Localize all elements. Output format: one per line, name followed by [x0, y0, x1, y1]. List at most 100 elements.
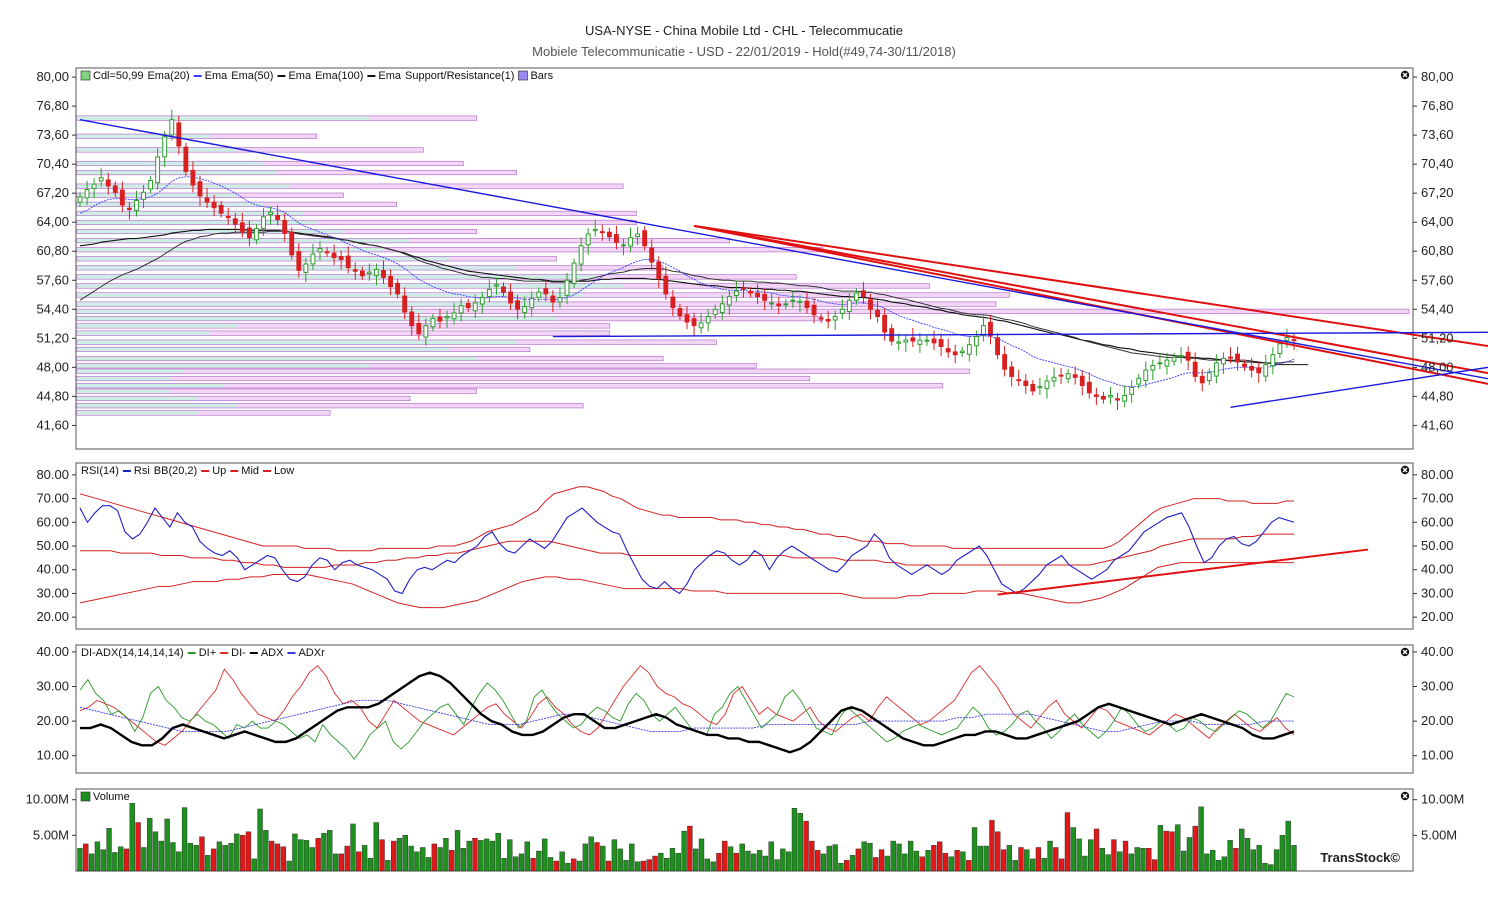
volume-profile-bar-sell: [76, 375, 810, 382]
rsi-tick-label-right: 80.00: [1421, 467, 1454, 482]
volume-bar: [176, 851, 182, 872]
volume-bar: [1210, 850, 1216, 872]
rsi-tick-label-right: 70.00: [1421, 491, 1454, 506]
volume-bar: [1198, 806, 1204, 872]
di-adx-legend-item: DI+: [199, 647, 216, 659]
rsi-line: [79, 505, 1295, 595]
candle-body: [366, 271, 372, 275]
candle-body: [416, 322, 422, 335]
volume-bar: [280, 846, 286, 872]
price-tick-label-right: 48,00: [1421, 359, 1454, 374]
volume-bar: [495, 833, 501, 872]
volume-bar: [977, 845, 983, 872]
price-legend-item: Ema: [205, 70, 229, 82]
price-tick-label-left: 67,20: [36, 185, 69, 200]
candle-body: [924, 339, 930, 342]
volume-bar: [327, 830, 333, 872]
volume-profile-bar-buy: [77, 211, 304, 216]
candle-body: [1249, 365, 1255, 371]
volume-bar: [1221, 856, 1227, 872]
volume-bar: [681, 830, 687, 872]
candle-body: [811, 304, 817, 316]
di-adx-tick-label-right: 30.00: [1421, 679, 1454, 694]
volume-bar: [489, 840, 496, 872]
volume-bar: [350, 823, 356, 872]
candle-body: [1002, 354, 1008, 370]
volume-bar: [617, 848, 623, 872]
candle-body: [698, 322, 704, 329]
candle-body: [310, 253, 316, 265]
volume-bar: [1122, 840, 1129, 872]
volume-profile-bar-buy: [77, 389, 171, 393]
volume-bar: [530, 857, 536, 872]
volume-bar: [542, 838, 548, 872]
candle-body: [268, 211, 273, 216]
rsi-tick-label-right: 20.00: [1421, 609, 1454, 624]
volume-bar: [931, 845, 937, 872]
candle-body: [917, 339, 923, 345]
candle-body: [246, 227, 252, 239]
candle-body: [239, 222, 245, 232]
volume-bar: [571, 858, 577, 872]
volume-bar: [367, 857, 374, 872]
price-tick-label-right: 51,20: [1421, 330, 1454, 345]
volume-profile-bar-buy: [77, 193, 237, 197]
candle-body: [853, 292, 859, 301]
price-legend-item: Ema(20): [147, 70, 189, 82]
volume-bar: [199, 836, 205, 872]
volume-bar: [1047, 840, 1053, 872]
volume-bar: [83, 843, 89, 872]
price-tick-label-right: 73,60: [1421, 127, 1454, 142]
candle-body: [501, 286, 506, 293]
candle-body: [543, 288, 549, 295]
volume-bar: [181, 807, 188, 872]
candle-body: [973, 336, 979, 347]
candle-body: [1228, 356, 1233, 359]
volume-legend-item: Volume: [93, 791, 130, 803]
volume-bar: [1291, 845, 1297, 872]
volume-bar: [298, 839, 304, 872]
candle-body: [585, 233, 591, 246]
volume-bar: [861, 841, 867, 872]
price-tick-label-left: 57,60: [36, 272, 69, 287]
price-legend-swatch: [80, 70, 91, 81]
volume-bar: [303, 840, 310, 872]
volume-bar: [634, 861, 641, 872]
candle-body: [169, 119, 175, 136]
price-tick-label-left: 44,80: [36, 388, 69, 403]
volume-bar: [1029, 858, 1036, 872]
candle-body: [430, 317, 436, 328]
price-legend-item: Cdl=50,99: [93, 70, 143, 82]
volume-tick-label-right: 10.00M: [1421, 792, 1464, 807]
candle-body: [1030, 383, 1036, 392]
candle-body: [642, 230, 648, 247]
volume-bar: [1285, 820, 1291, 872]
volume-bar: [414, 851, 420, 872]
rsi-bb-lower-line: [79, 562, 1294, 609]
volume-bar: [239, 835, 246, 872]
candle-body: [931, 338, 937, 344]
volume-bar: [274, 843, 281, 872]
volume-bar: [1041, 857, 1047, 872]
candle-body: [345, 255, 351, 269]
volume-bar: [449, 850, 455, 872]
candle-body: [388, 275, 393, 288]
volume-bar: [147, 818, 153, 872]
candle-body: [126, 207, 132, 211]
candle-body: [1093, 394, 1099, 397]
rsi-tick-label-left: 70.00: [36, 491, 69, 506]
volume-profile-bar-buy: [77, 403, 237, 408]
candle-body: [381, 269, 386, 279]
volume-bar: [222, 845, 228, 872]
volume-bar: [408, 845, 414, 872]
di-plus-line: [79, 678, 1295, 760]
candle-body: [769, 302, 775, 305]
volume-bar: [1117, 851, 1123, 872]
candle-body: [592, 228, 598, 232]
volume-bar: [315, 838, 321, 872]
candle-body: [1065, 373, 1071, 380]
volume-bar: [518, 853, 525, 872]
candle-body: [522, 306, 528, 314]
volume-bar: [1082, 855, 1088, 872]
